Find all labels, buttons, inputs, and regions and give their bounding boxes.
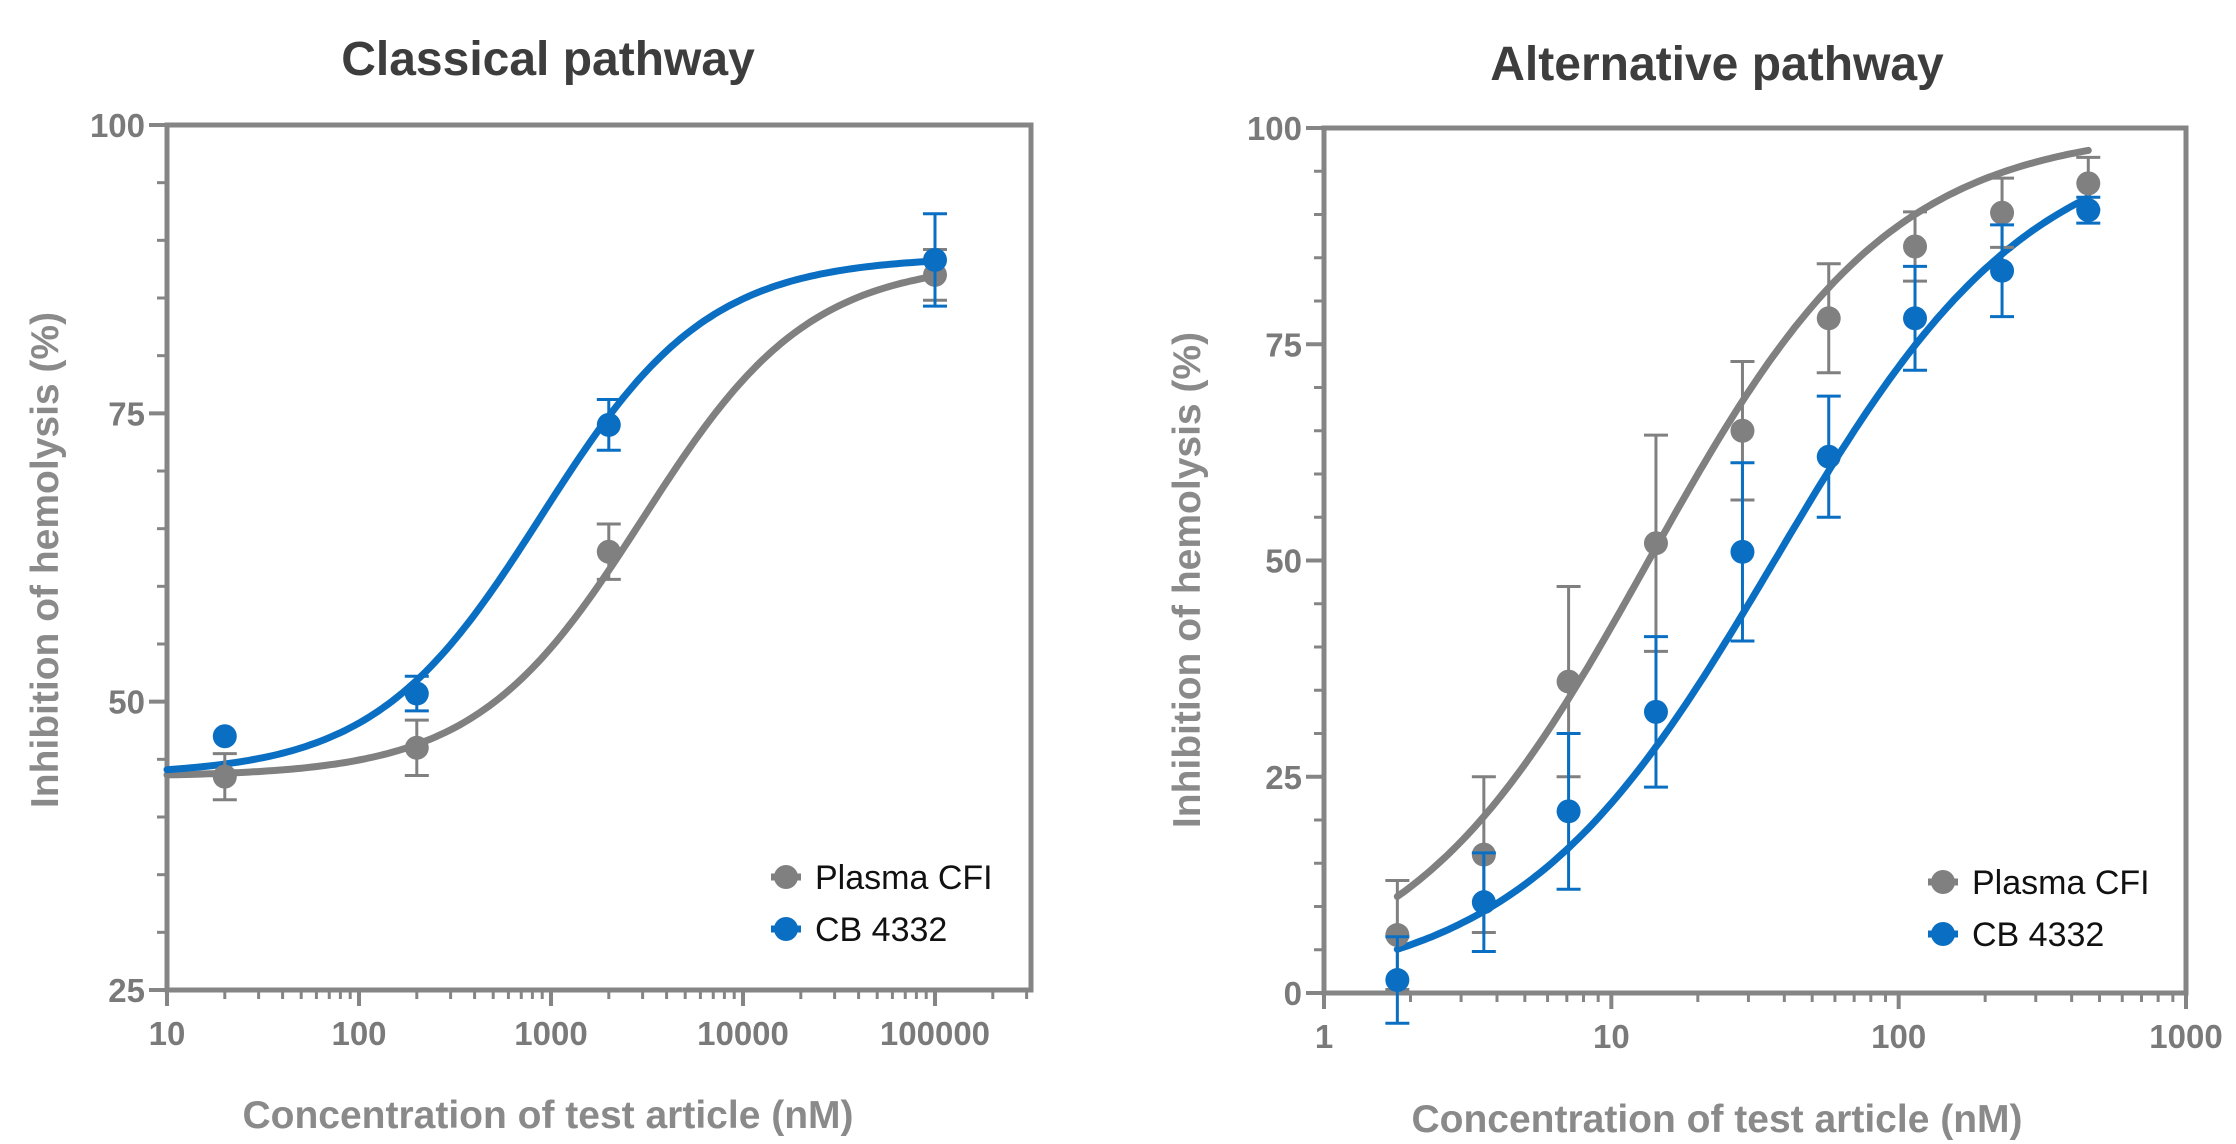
data-point-plasma-cfi <box>212 764 237 789</box>
data-point-plasma-cfi <box>1903 234 1928 259</box>
data-point-cb-4332 <box>404 681 429 706</box>
legend-label: Plasma CFI <box>1972 864 2150 902</box>
chart-title: Alternative pathway <box>1490 38 1944 91</box>
data-point-plasma-cfi <box>1816 306 1841 331</box>
legend-label: Plasma CFI <box>815 859 993 897</box>
x-tick-label: 1000 <box>514 1015 587 1052</box>
chart-title: Classical pathway <box>341 33 755 86</box>
data-point-cb-4332 <box>1643 699 1668 724</box>
x-tick-label: 100 <box>331 1015 386 1052</box>
x-axis-label: Concentration of test article (nM) <box>242 1094 853 1137</box>
y-tick-label: 75 <box>108 395 145 432</box>
alternative-pathway-chart: Alternative pathway Concentration of tes… <box>1166 38 2223 1141</box>
data-point-cb-4332 <box>1385 968 1410 993</box>
legend-swatch-marker <box>774 917 798 941</box>
y-tick-label: 50 <box>108 684 145 721</box>
fit-curve-plasma-cfi <box>163 272 939 779</box>
x-tick-label: 10 <box>149 1015 186 1052</box>
y-tick-label: 25 <box>1265 759 1302 796</box>
fit-curve-cb-4332 <box>163 257 939 774</box>
data-markers <box>1385 155 2101 1025</box>
fit-curves <box>163 257 939 779</box>
data-point-cb-4332 <box>1990 258 2015 283</box>
classical-pathway-chart: Classical pathway Concentration of test … <box>24 33 1034 1137</box>
x-tick-label: 10 <box>1593 1018 1630 1055</box>
legend: Plasma CFI CB 4332 <box>1928 864 2150 954</box>
x-tick-label: 1 <box>1315 1018 1333 1055</box>
legend-label: CB 4332 <box>815 911 947 949</box>
data-point-plasma-cfi <box>1643 531 1668 556</box>
data-point-plasma-cfi <box>404 735 429 760</box>
x-axis-label: Concentration of test article (nM) <box>1411 1098 2022 1141</box>
legend-swatch-marker <box>774 865 798 889</box>
data-point-cb-4332 <box>922 247 947 272</box>
x-tick-label: 100000 <box>880 1015 990 1052</box>
y-tick-label: 0 <box>1284 975 1302 1012</box>
data-point-cb-4332 <box>1556 799 1581 824</box>
data-point-cb-4332 <box>1730 539 1755 564</box>
data-point-cb-4332 <box>1903 306 1928 331</box>
plot-frame <box>164 122 1034 993</box>
data-point-cb-4332 <box>1471 890 1496 915</box>
data-point-cb-4332 <box>596 412 621 437</box>
data-point-plasma-cfi <box>1385 923 1410 948</box>
data-point-plasma-cfi <box>1556 669 1581 694</box>
data-point-plasma-cfi <box>1730 418 1755 443</box>
plot-border <box>164 122 1034 993</box>
legend-swatch-marker <box>1931 922 1955 946</box>
x-tick-label: 10000 <box>697 1015 789 1052</box>
y-axis-label: Inhibition of hemolysis (%) <box>24 312 67 808</box>
x-tick-label: 1000 <box>2149 1018 2222 1055</box>
y-tick-label: 100 <box>1247 110 1302 147</box>
legend-swatch-marker <box>1931 870 1955 894</box>
data-point-plasma-cfi <box>596 539 621 564</box>
y-tick-label: 50 <box>1265 543 1302 580</box>
data-point-plasma-cfi <box>1990 200 2015 225</box>
legend: Plasma CFI CB 4332 <box>771 859 993 949</box>
axis-ticks: 1 10 100 1000 0 25 50 75 100 <box>1247 110 2223 1055</box>
x-tick-label: 100 <box>1871 1018 1926 1055</box>
y-tick-label: 75 <box>1265 326 1302 363</box>
data-point-cb-4332 <box>2076 198 2101 223</box>
data-point-cb-4332 <box>1816 444 1841 469</box>
legend-label: CB 4332 <box>1972 916 2104 954</box>
axis-ticks: 10 100 1000 10000 100000 25 50 75 100 <box>90 107 1029 1052</box>
y-tick-label: 100 <box>90 107 145 144</box>
y-tick-label: 25 <box>108 972 145 1009</box>
data-point-plasma-cfi <box>2076 171 2101 196</box>
data-point-cb-4332 <box>212 724 237 749</box>
data-markers <box>212 212 947 802</box>
y-axis-label: Inhibition of hemolysis (%) <box>1166 332 1209 828</box>
